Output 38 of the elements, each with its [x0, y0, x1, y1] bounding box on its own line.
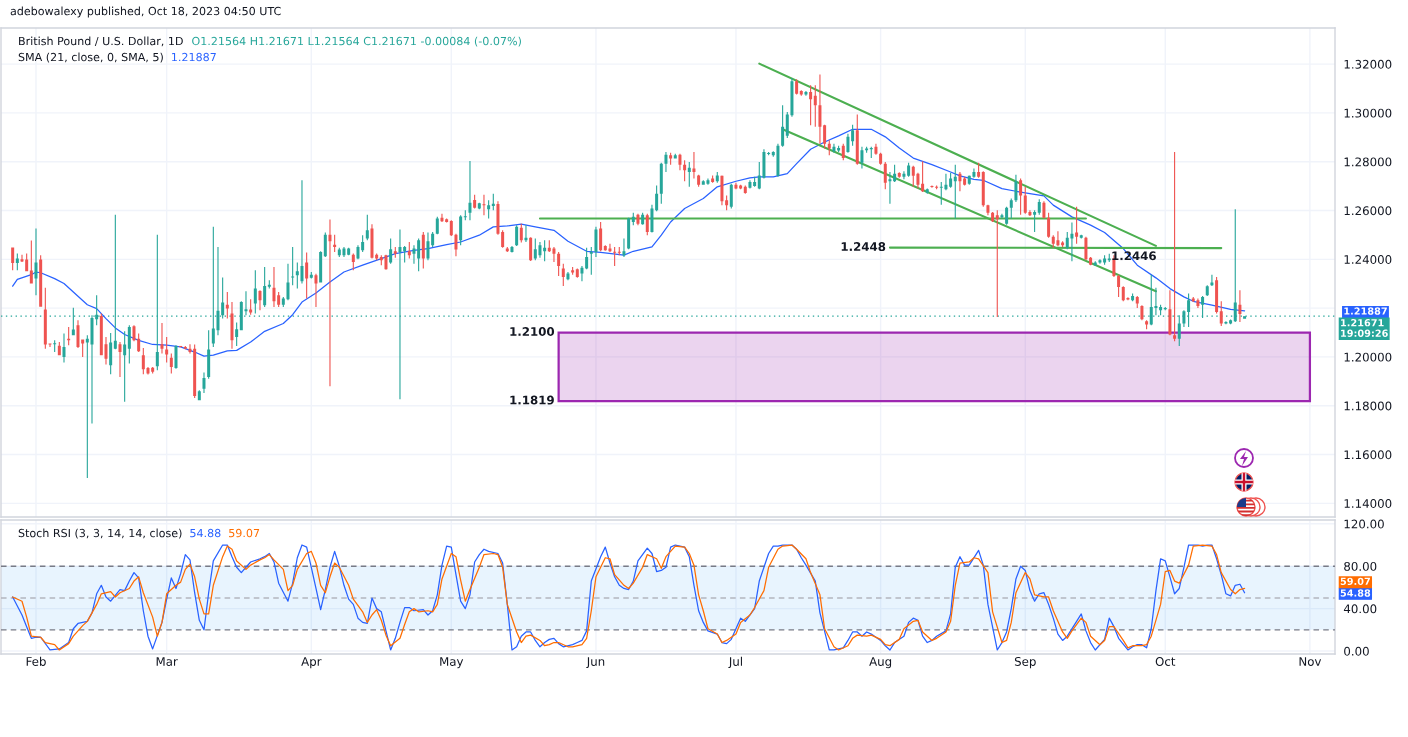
y-tick-label: 1.20000 — [1344, 352, 1392, 362]
text: 54.88 — [190, 528, 221, 538]
y-tick-label: 80.00 — [1344, 561, 1377, 571]
annotation: 54.88 — [1340, 589, 1371, 597]
annotation: 1.2100 — [510, 327, 555, 336]
y-tick-label: 0.00 — [1344, 646, 1369, 656]
y-tick-label: 1.24000 — [1344, 255, 1392, 264]
y-tick-label: 1.21887 — [1344, 307, 1387, 315]
x-tick-label: Oct — [1155, 656, 1176, 666]
x-tick-label: Sep — [1014, 656, 1036, 669]
x-tick-label: Apr — [301, 657, 322, 669]
text: British Pound / U.S. Dollar, 1D — [19, 36, 183, 47]
x-tick-label: Jul — [728, 656, 742, 669]
y-tick-label: 1.28000 — [1344, 157, 1392, 167]
ref-line-label: 1.21671 19:09:26 — [1341, 319, 1388, 337]
y-tick-label: 1.18000 — [1344, 401, 1392, 411]
y-tick-label: 1.14000 — [1344, 499, 1392, 508]
text: 1.21887 — [172, 52, 216, 62]
annotation: 1.2448 — [841, 242, 886, 252]
y-tick-label: 1.16000 — [1344, 450, 1392, 460]
y-tick-label: 1.30000 — [1344, 108, 1392, 118]
x-tick-label: Nov — [1299, 657, 1322, 666]
y-tick-label: 1.32000 — [1344, 59, 1392, 69]
x-tick-label: Mar — [156, 657, 178, 666]
y-tick-label: 40.00 — [1343, 604, 1377, 614]
text: O1.21564 H1.21671 L1.21564 C1.21671 -0.00084 (-0.07%) — [192, 36, 521, 47]
text: Stoch RSI (3, 3, 14, 14, close) — [18, 528, 182, 539]
annotation: 1.1819 — [510, 395, 554, 405]
text: adebowalexy published, Oct 18, 2023 04:50 UTC — [10, 6, 281, 18]
x-tick-label: Jun — [586, 657, 605, 669]
annotation: SMA (21, close, 0, SMA, 5) — [18, 52, 163, 63]
x-tick-label: Feb — [26, 656, 46, 666]
x-tick-label: May — [440, 657, 464, 669]
y-tick-label: 120.00 — [1344, 519, 1384, 529]
annotation: 59.07 — [1340, 577, 1370, 586]
text: 59.07 — [229, 528, 260, 538]
y-tick-label: 1.26000 — [1344, 206, 1392, 216]
x-tick-label: Aug — [869, 657, 892, 669]
